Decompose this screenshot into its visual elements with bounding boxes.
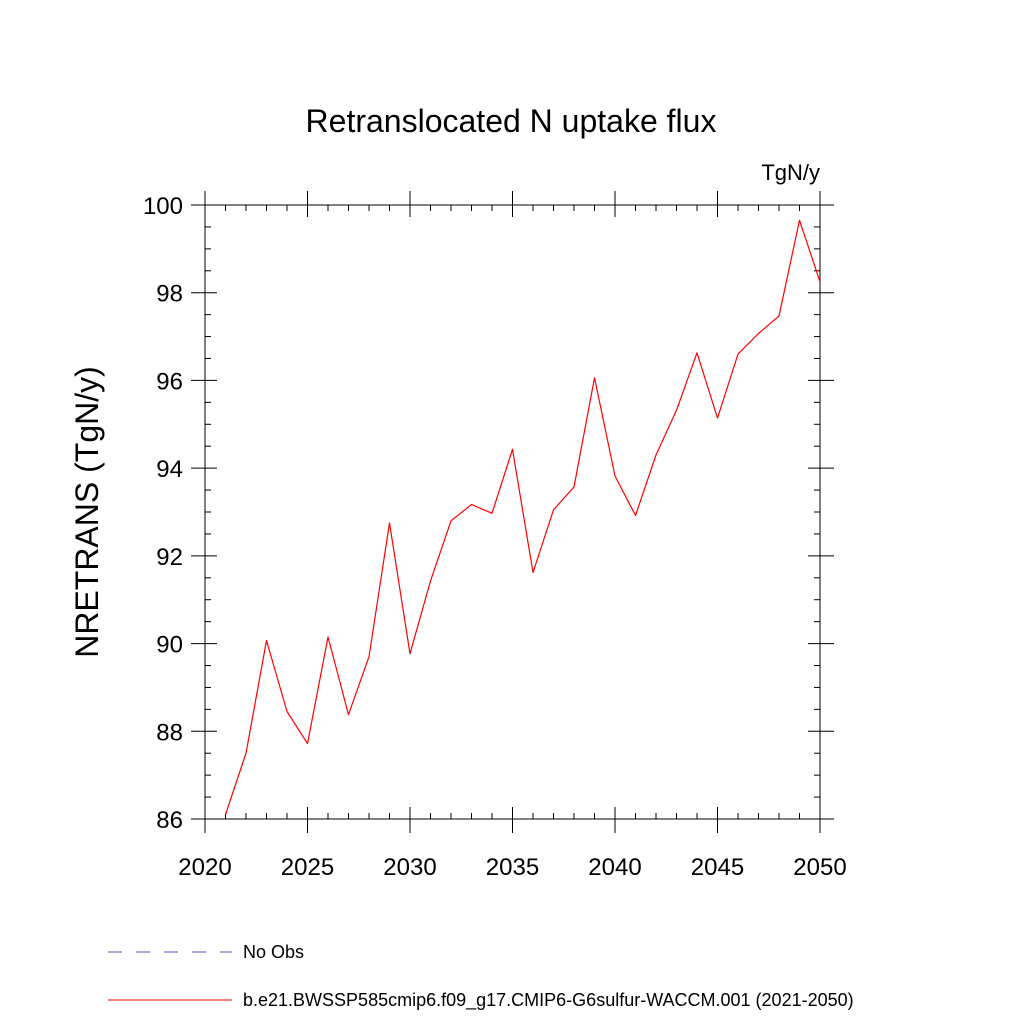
y-tick-label: 96: [156, 368, 183, 395]
y-tick-label: 98: [156, 281, 183, 308]
axes: 2020 2025 2030 2035 2040 2045 2050 86 88 90 92 94 96…: [143, 191, 847, 881]
legend: No Obs b.e21.BWSSP585cmip6.f09_g17.CMIP6-…: [108, 942, 854, 1011]
y-tick-label: 88: [156, 719, 183, 746]
chart-title: Retranslocated N uptake flux: [306, 103, 717, 139]
x-tick-label: 2045: [691, 854, 744, 881]
legend-label: b.e21.BWSSP585cmip6.f09_g17.CMIP6-G6sulf…: [243, 990, 854, 1011]
y-tick-label: 94: [156, 456, 183, 483]
series-layer: [224, 219, 821, 815]
x-tick-label: 2030: [383, 854, 436, 881]
x-tick-label: 2050: [793, 854, 846, 881]
units-label: TgN/y: [761, 160, 820, 185]
y-axis-label: NRETRANS (TgN/y): [69, 366, 105, 658]
x-tick-label: 2025: [281, 854, 334, 881]
y-tick-label: 86: [156, 807, 183, 834]
series-line: [224, 219, 821, 815]
legend-label: No Obs: [243, 942, 304, 962]
x-tick-label: 2020: [178, 854, 231, 881]
y-tick-label: 92: [156, 544, 183, 571]
x-tick-label: 2035: [486, 854, 539, 881]
x-tick-label: 2040: [588, 854, 641, 881]
y-tick-label: 90: [156, 632, 183, 659]
y-tick-label: 100: [143, 193, 183, 220]
